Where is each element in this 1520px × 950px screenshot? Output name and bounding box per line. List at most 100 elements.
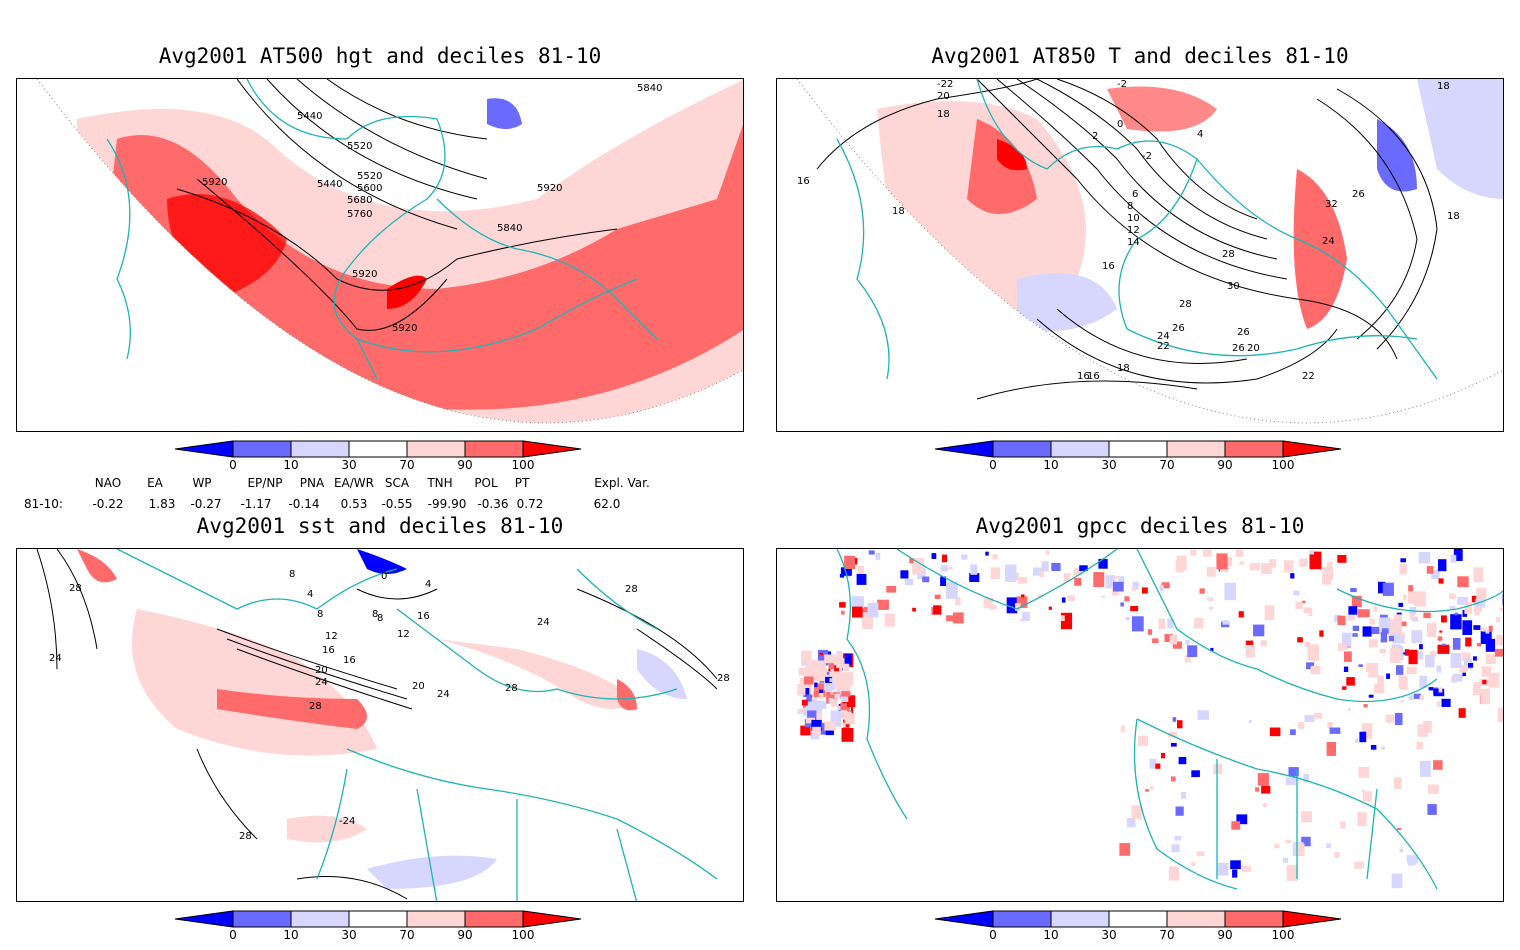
colorbar-segment xyxy=(1050,440,1110,458)
colorbar-segment xyxy=(934,910,994,928)
colorbar-tick-label: 30 xyxy=(341,458,357,472)
index-header: WP xyxy=(192,476,212,490)
index-value: 1.83 xyxy=(148,497,176,511)
contour-label: 4 xyxy=(1197,129,1203,140)
colorbar-2-svg xyxy=(934,440,1342,458)
index-header: POL xyxy=(474,476,498,490)
colorbar-tick-label: 100 xyxy=(1271,928,1295,942)
contour-label: 10 xyxy=(1127,213,1140,224)
contour-label: 16 xyxy=(322,645,335,656)
index-value: 62.0 xyxy=(593,497,621,511)
map-hgt500-svg: 5440544055205520560056805760584058405920… xyxy=(36,79,743,424)
colorbar-tick-label: 0 xyxy=(229,928,237,942)
contour-label: 0 xyxy=(381,571,387,582)
contour-label: 26 xyxy=(1232,343,1245,354)
colorbar-3-svg xyxy=(174,910,582,928)
contour-label: -2 xyxy=(1142,151,1152,162)
index-value: 0.72 xyxy=(516,497,544,511)
colorbar-tick-label: 70 xyxy=(1159,458,1175,472)
colorbar-segment xyxy=(1282,910,1342,928)
contour-label: 16 xyxy=(417,611,430,622)
contour-label: 0 xyxy=(1117,119,1123,130)
contour-label: 28 xyxy=(1222,249,1235,260)
colorbar-tick-label: 10 xyxy=(1043,458,1059,472)
contour-label: 5680 xyxy=(347,195,372,206)
contour-label: 28 xyxy=(1179,299,1192,310)
colorbar-tick-label: 0 xyxy=(989,928,997,942)
contour-label: 20 xyxy=(412,681,425,692)
colorbar-1-svg xyxy=(174,440,582,458)
panel-title-gpcc: Avg2001 gpcc deciles 81-10 xyxy=(975,514,1305,538)
contour-label: 24 xyxy=(49,653,62,664)
index-header: SCA xyxy=(384,476,410,490)
colorbar-tick-label: 70 xyxy=(399,458,415,472)
contour-label: 20 xyxy=(1247,343,1260,354)
contour-label: 28 xyxy=(69,583,82,594)
index-value: 0.53 xyxy=(340,497,368,511)
map-gpcc[interactable] xyxy=(776,548,1504,902)
colorbar-segment xyxy=(232,440,292,458)
index-value: -99.90 xyxy=(427,497,467,511)
contour-label: 5920 xyxy=(537,183,562,194)
contour-label: 24 xyxy=(437,689,450,700)
contour-label: 5520 xyxy=(347,141,372,152)
contour-label: 8 xyxy=(289,569,295,580)
index-value: -0.55 xyxy=(381,497,413,511)
contour-label: 12 xyxy=(325,631,338,642)
index-header: TNH xyxy=(427,476,453,490)
contour-label: 5840 xyxy=(497,223,522,234)
map-t850[interactable]: -222018-202-2468101214161618181822242626… xyxy=(776,78,1504,432)
colorbar-segment xyxy=(1224,910,1284,928)
contour-label: -2 xyxy=(1117,79,1127,90)
index-header: NAO xyxy=(94,476,122,490)
contour-label: 12 xyxy=(397,629,410,640)
contour-label: 5760 xyxy=(347,209,372,220)
contour-label: 16 xyxy=(1087,371,1100,382)
index-value: -0.22 xyxy=(92,497,124,511)
colorbar-tick-label: 70 xyxy=(1159,928,1175,942)
contour-label: 16 xyxy=(343,655,356,666)
index-header: EA xyxy=(147,476,163,490)
map-hgt500[interactable]: 5440 5440 5520 5520 5600 5680 5760 5840 5840 5920… xyxy=(16,78,744,432)
map-t850-svg: -222018-202-2468101214161618181822242626… xyxy=(796,79,1503,424)
colorbar-segment xyxy=(1108,440,1168,458)
colorbar-segment xyxy=(992,440,1052,458)
contour-label: 4 xyxy=(425,579,431,590)
contour-label: 18 xyxy=(1437,81,1450,92)
indices-row-label: 81-10: xyxy=(24,497,63,511)
colorbar-tick-label: 100 xyxy=(511,458,535,472)
colorbar-tick-label: 30 xyxy=(1101,458,1117,472)
colorbar-3: 0 10 30 70 90 100 xyxy=(174,910,595,950)
contour-label: 8 xyxy=(1127,201,1133,212)
index-header: Expl. Var. xyxy=(594,476,650,490)
contour-label: 18 xyxy=(937,109,950,120)
contour-label: 8 xyxy=(372,609,378,620)
contour-label: 16 xyxy=(1077,371,1090,382)
colorbar-tick-label: 90 xyxy=(457,458,473,472)
colorbar-tick-label: 0 xyxy=(229,458,237,472)
contour-label: 4 xyxy=(307,589,313,600)
contour-label: 18 xyxy=(892,206,905,217)
contour-label: 30 xyxy=(1227,281,1240,292)
contour-label: 14 xyxy=(1127,237,1140,248)
colorbar-segment xyxy=(406,440,466,458)
colorbar-1: 0 10 30 70 90 100 xyxy=(174,440,595,480)
colorbar-segment xyxy=(174,440,234,458)
contour-label: 28 xyxy=(309,701,322,712)
index-header: PNA xyxy=(299,476,325,490)
index-header: EA/WR xyxy=(333,476,375,490)
colorbar-segment xyxy=(1166,910,1226,928)
colorbar-segment xyxy=(174,910,234,928)
colorbar-tick-label: 100 xyxy=(511,928,535,942)
map-sst[interactable]: 28 24 8 4 0 4 8 8 8 12 12 16 16 16 20 20 24 24 24 28 28 28 28 2… xyxy=(16,548,744,902)
contour-label: 24 xyxy=(537,617,550,628)
colorbar-tick-label: 30 xyxy=(341,928,357,942)
colorbar-tick-label: 100 xyxy=(1271,458,1295,472)
colorbar-segment xyxy=(1050,910,1110,928)
colorbar-segment xyxy=(522,910,582,928)
colorbar-tick-label: 90 xyxy=(457,928,473,942)
colorbar-tick-label: 0 xyxy=(989,458,997,472)
contour-label: 16 xyxy=(797,176,810,187)
index-header: PT xyxy=(514,476,530,490)
colorbar-segment xyxy=(1224,440,1284,458)
